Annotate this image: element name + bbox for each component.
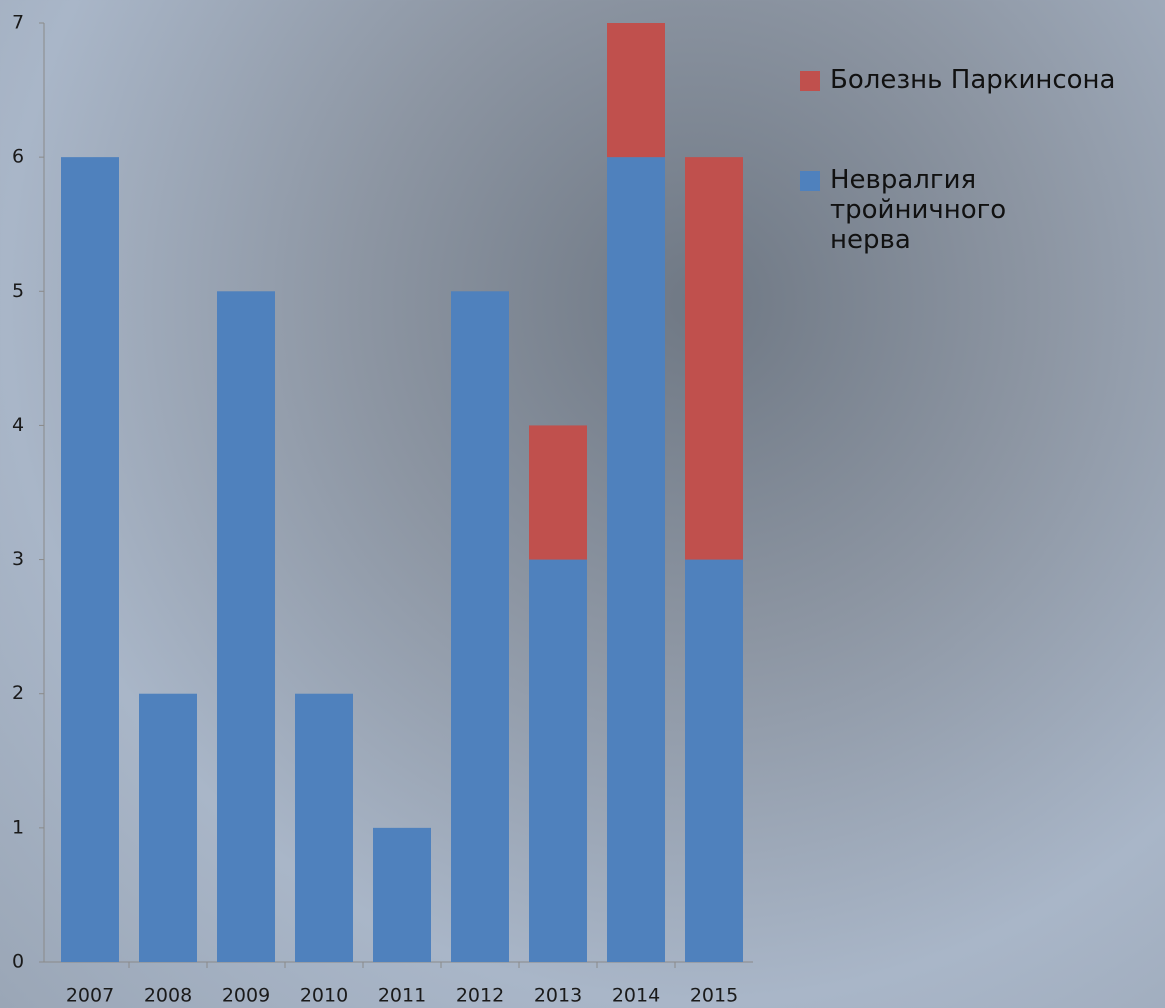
x-tick-label: 2010 (300, 985, 348, 1007)
x-tick-label: 2011 (378, 985, 426, 1007)
bar-segment (607, 157, 665, 963)
x-tick-label: 2015 (690, 985, 738, 1007)
bar-segment (529, 559, 587, 962)
y-tick-label: 6 (12, 146, 24, 168)
y-tick-label: 1 (12, 816, 24, 838)
bar-segment (217, 291, 275, 962)
bar-segment (685, 157, 743, 560)
legend-swatch (800, 71, 820, 91)
bar-segment (607, 23, 665, 158)
bar-segment (295, 693, 353, 962)
bar-segment (373, 827, 431, 962)
legend-item: Болезнь Паркинсона (800, 65, 1165, 95)
x-tick-label: 2013 (534, 985, 582, 1007)
y-tick-label: 3 (12, 548, 24, 570)
y-tick-label: 4 (12, 414, 24, 436)
bar-segment (139, 693, 197, 962)
bar-segment (61, 157, 119, 963)
y-tick-label: 2 (12, 682, 24, 704)
bar-segment (529, 425, 587, 560)
y-tick-label: 7 (12, 12, 24, 34)
x-tick-label: 2009 (222, 985, 270, 1007)
x-tick-label: 2007 (66, 985, 114, 1007)
x-tick-label: 2008 (144, 985, 192, 1007)
bar-segment (451, 291, 509, 962)
x-tick-label: 2014 (612, 985, 660, 1007)
legend-item: Невралгия тройничного нерва (800, 165, 1030, 255)
legend-swatch (800, 171, 820, 191)
y-tick-label: 5 (12, 280, 24, 302)
legend-label: Болезнь Паркинсона (830, 65, 1116, 95)
y-tick-label: 0 (12, 951, 24, 973)
legend-label: Невралгия тройничного нерва (830, 165, 1007, 255)
x-tick-label: 2012 (456, 985, 504, 1007)
bar-segment (685, 559, 743, 962)
